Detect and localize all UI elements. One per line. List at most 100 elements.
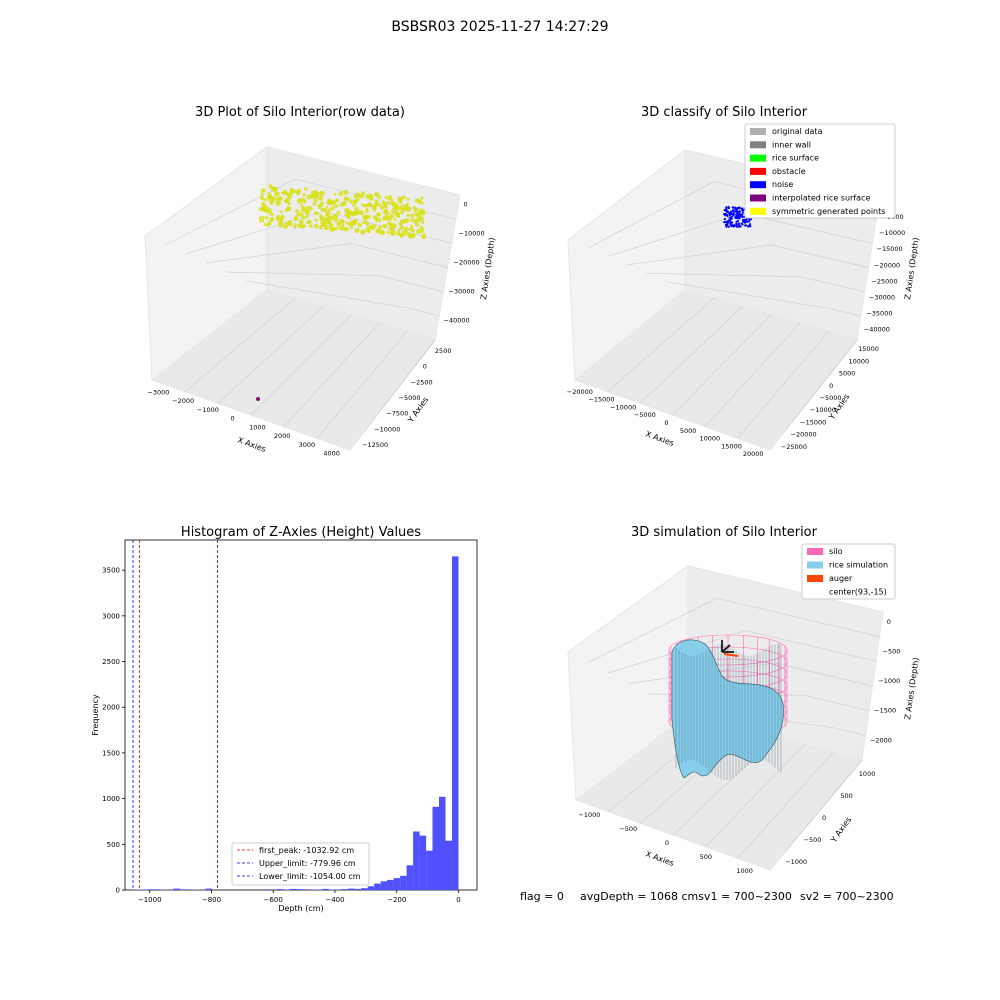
grid-line [316,331,408,439]
classify-grid [587,181,877,439]
grid-line [842,339,858,359]
y-tick-label: 5000 [839,370,856,378]
scatter-point [415,222,420,227]
simulation-legend-frame [801,543,896,600]
grid-line [217,306,324,404]
scatter-point [306,220,311,225]
histogram-bar [276,889,284,890]
grid-line [716,597,880,638]
z-tick-label: −20000 [874,261,900,269]
x-tick-label: 3000 [299,441,316,449]
center-marker [721,640,734,653]
x-tick-label: −1000 [138,896,162,904]
noise-point [724,220,727,223]
scatter-point [403,218,408,223]
scatter-point [378,225,382,229]
z-tick-label: −25000 [871,277,897,285]
scatter-point [372,204,378,209]
grid-line [645,272,800,278]
x-tick-label: −600 [264,896,283,904]
histogram-bar [179,889,187,890]
legend-label: center(93,-15) [829,588,887,597]
scatter-point [393,203,399,209]
histogram-bar [192,889,200,890]
classify-legend: original data inner wall rice surface obsta… [744,123,896,219]
scatter-point [310,191,315,195]
legend-label: original data [772,127,823,136]
simulation-panel-title: 3D simulation of Silo Interior [631,525,818,540]
noise-point [723,209,726,212]
z-tick-label: 0 [887,618,891,626]
histogram-bar [348,888,355,890]
scatter-point [353,194,358,199]
scatter-point [376,202,381,207]
scatter-point [310,193,316,199]
histogram-bar [205,888,213,890]
scatter-point [354,206,359,212]
noise-point [749,218,753,221]
noise-point [741,215,744,219]
noise-point [726,223,729,227]
y-tick-label: 3000 [102,612,120,620]
histogram-bar [374,883,381,890]
grid-line [185,210,324,255]
histogram-bar [283,889,290,890]
scatter-point [288,192,293,198]
scatter-point [396,231,401,236]
simulation-x-ticks: −1000 −500 0 500 1000 [578,811,752,875]
legend-swatch [750,181,766,189]
scatter-point [295,189,298,193]
scatter-point [351,210,357,217]
histogram-bar [263,889,271,890]
scatter-point [286,206,292,211]
simulation-z-ticks: 0 −500 −1000 −1500 −2000 [870,618,900,744]
grid-line [737,331,829,439]
grid-line [672,314,772,416]
x-tick-label: −800 [202,896,221,904]
x-tick-label: 0 [456,896,460,904]
raw-panel-title: 3D Plot of Silo Interior(row data) [195,105,405,120]
grid-line [205,243,352,264]
scatter-point [284,198,290,204]
noise-point [727,205,730,209]
histogram-bar [367,886,375,890]
legend-label: noise [772,180,793,189]
scatter-point [299,223,302,227]
scatter-point [312,202,317,206]
x-tick-label: 10000 [699,435,720,443]
scatter-point [406,213,410,217]
scatter-point [369,195,374,200]
scatter-point [383,208,388,213]
classify-z-label: Z Axies (Depth) [903,237,921,300]
scatter-point [359,194,364,199]
histogram-bar [140,889,148,890]
scatter-point [308,224,313,228]
noise-point [735,209,739,212]
raw-scatter-points [258,184,427,239]
legend-label: silo [829,547,843,556]
scatter-point [364,220,369,226]
scatter-point [284,221,288,225]
histogram-bar [432,806,439,890]
x-tick-label: −10000 [610,403,636,411]
histogram-bar [302,889,310,890]
scatter-point [318,225,324,230]
scatter-point [368,224,372,228]
histogram-title: Histogram of Z-Axies (Height) Values [181,525,421,540]
grid-line [704,323,800,427]
classify-legend-entries: original data inner wall rice surface obsta… [750,127,885,216]
histogram-bar [322,888,329,890]
scatter-point [260,193,264,196]
scatter-point [265,216,269,220]
scatter-point [268,184,273,189]
histogram-bar [296,889,303,890]
scatter-point [262,215,265,219]
scatter-point [360,203,364,207]
y-tick-label: −1000 [785,858,807,866]
noise-point [734,210,737,213]
scatter-point [353,199,358,205]
scatter-point [390,200,396,206]
grid-line [420,339,436,359]
grid-line [322,210,452,244]
noise-point [729,222,732,225]
